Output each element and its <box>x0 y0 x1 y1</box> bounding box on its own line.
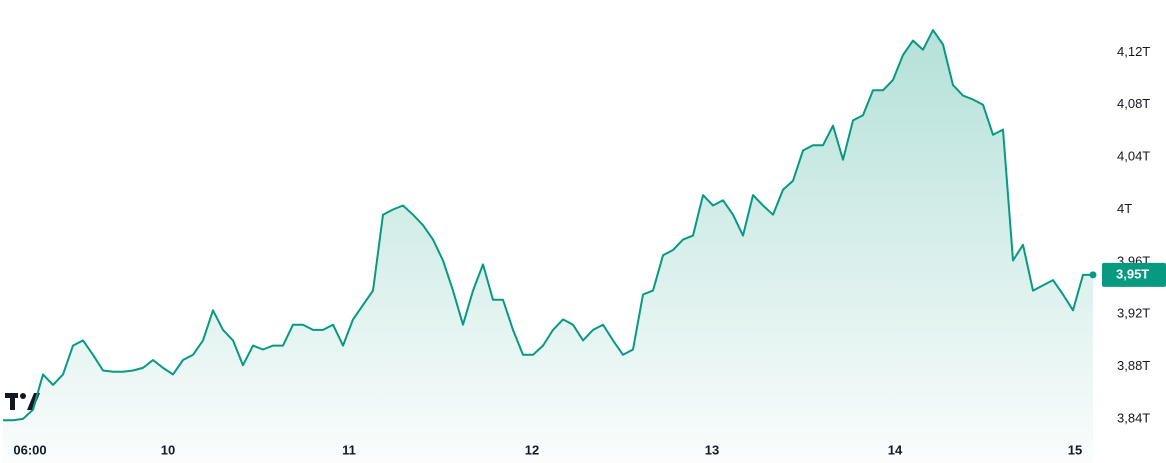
y-tick-label: 3,88T <box>1117 358 1150 373</box>
last-point <box>1089 271 1097 279</box>
y-tick-label: 4,12T <box>1117 44 1150 59</box>
y-tick-label: 4,04T <box>1117 149 1150 164</box>
last-price-badge <box>1102 262 1166 287</box>
y-tick-label: 4,08T <box>1117 96 1150 111</box>
y-tick-label: 3,84T <box>1117 410 1150 425</box>
y-tick-label: 3,92T <box>1117 306 1150 321</box>
y-tick-label: 4T <box>1117 201 1132 216</box>
price-line <box>3 29 1093 422</box>
area-fill <box>3 30 1093 463</box>
last-price-label: 3,95T <box>1116 266 1149 281</box>
